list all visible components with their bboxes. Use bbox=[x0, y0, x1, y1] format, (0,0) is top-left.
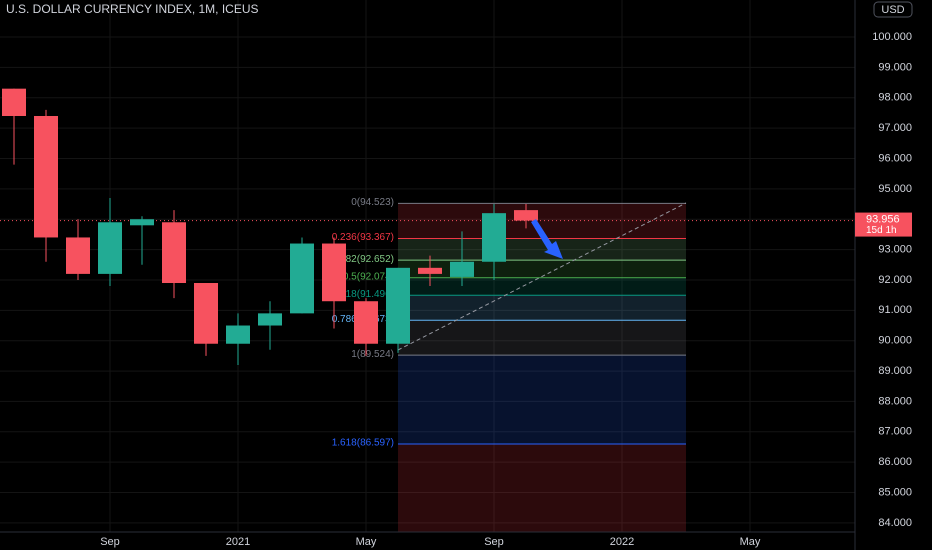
trend-line bbox=[397, 202, 687, 351]
y-tick-label: 91.000 bbox=[878, 304, 912, 316]
fib-zone bbox=[398, 238, 686, 261]
candle-body bbox=[354, 301, 378, 344]
candle-body bbox=[194, 283, 218, 344]
candle-body bbox=[162, 222, 186, 284]
currency[interactable]: USD bbox=[881, 4, 904, 16]
fib-label: 1(89.524) bbox=[351, 349, 394, 360]
y-tick-label: 98.000 bbox=[878, 92, 912, 104]
candle-body bbox=[482, 213, 506, 262]
x-tick-label: 2022 bbox=[610, 536, 634, 548]
y-tick-label: 90.000 bbox=[878, 335, 912, 347]
x-tick-label: May bbox=[356, 536, 377, 548]
y-tick-label: 89.000 bbox=[878, 365, 912, 377]
y-tick-label: 86.000 bbox=[878, 456, 912, 468]
y-tick-label: 93.000 bbox=[878, 244, 912, 256]
y-tick-label: 97.000 bbox=[878, 122, 912, 134]
candle-body bbox=[418, 267, 442, 274]
y-tick-label: 96.000 bbox=[878, 152, 912, 164]
countdown: 15d 1h bbox=[866, 225, 897, 236]
fib-label: 0.5(92.074) bbox=[343, 271, 394, 282]
candle-body bbox=[2, 88, 26, 116]
y-tick-label: 100.000 bbox=[872, 31, 912, 43]
arrow bbox=[531, 219, 563, 259]
y-tick-label: 84.000 bbox=[878, 517, 912, 529]
candle-body bbox=[258, 313, 282, 326]
fib-label: 1.618(86.597) bbox=[332, 438, 394, 449]
candle-body bbox=[450, 261, 474, 277]
y-tick-label: 85.000 bbox=[878, 486, 912, 498]
fib-zone bbox=[398, 320, 686, 356]
x-tick-label: 2021 bbox=[226, 536, 250, 548]
fib-label: 0(94.523) bbox=[351, 197, 394, 208]
y-tick-label: 87.000 bbox=[878, 426, 912, 438]
fib-zone bbox=[398, 295, 686, 321]
x-tick-label: Sep bbox=[484, 536, 504, 548]
candle-body bbox=[34, 115, 58, 238]
x-tick-label: Sep bbox=[100, 536, 120, 548]
chart-title: U.S. DOLLAR CURRENCY INDEX, 1M, ICEUS bbox=[6, 2, 259, 16]
x-tick-label: May bbox=[740, 536, 761, 548]
currency-box[interactable] bbox=[873, 1, 913, 18]
y-tick-label: 92.000 bbox=[878, 274, 912, 286]
candle-body bbox=[514, 210, 538, 221]
candle-body bbox=[130, 219, 154, 226]
candle-body bbox=[98, 222, 122, 274]
fib-label: 0.618(91.496) bbox=[332, 289, 394, 300]
price-box bbox=[855, 212, 912, 237]
fib-label: 0.382(92.652) bbox=[332, 254, 394, 265]
y-tick-label: 88.000 bbox=[878, 395, 912, 407]
fib-zone bbox=[398, 277, 686, 296]
candle-body bbox=[322, 243, 346, 302]
candle-body bbox=[290, 243, 314, 314]
price-label: 93.956 bbox=[866, 213, 900, 225]
y-tick-label: 99.000 bbox=[878, 61, 912, 73]
fib-label: 0.236(93.367) bbox=[332, 232, 394, 243]
y-tick-label: 95.000 bbox=[878, 183, 912, 195]
candle-body bbox=[66, 237, 90, 274]
candle-body bbox=[226, 325, 250, 344]
fib-zone bbox=[398, 355, 686, 445]
candle-body bbox=[386, 267, 410, 344]
fib-zone bbox=[398, 444, 686, 532]
